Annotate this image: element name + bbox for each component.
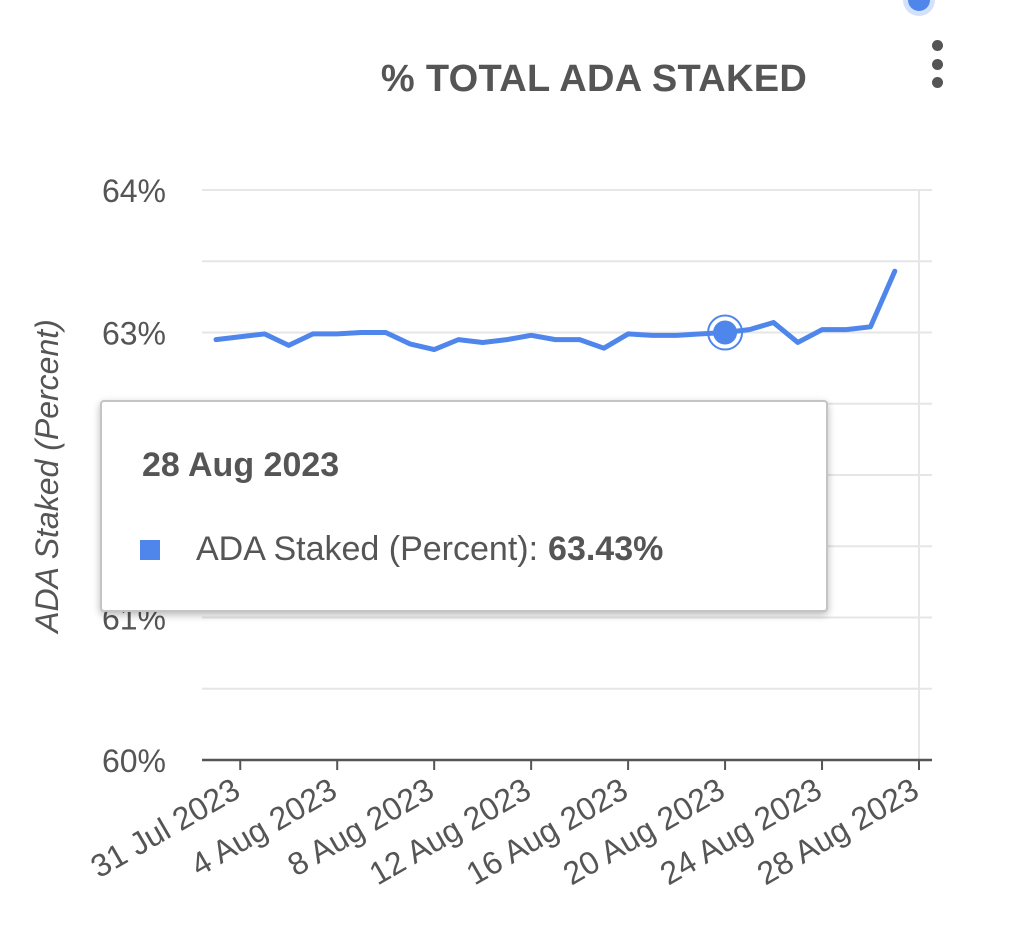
more-vert-icon-dot [931, 58, 943, 70]
series-line-ada-staked [213, 268, 898, 353]
focused-point [908, 0, 930, 11]
y-tick-label: 60% [102, 743, 166, 779]
more-vert-icon-dot [931, 77, 943, 88]
highlighted-point-ring [707, 314, 744, 351]
tooltip-series-row: ADA Staked (Percent): 63.43% [140, 530, 663, 569]
y-axis-title: ADA Staked (Percent) [29, 319, 65, 635]
y-tick-label: 63% [102, 316, 166, 352]
highlighted-point [713, 320, 738, 345]
tooltip-series-label: ADA Staked (Percent): [196, 530, 539, 568]
tooltip-date: 28 Aug 2023 [142, 446, 340, 484]
y-tick-label: 64% [102, 173, 166, 209]
chart-tooltip: 28 Aug 2023 ADA Staked (Percent): 63.43% [100, 400, 828, 612]
chart-title: % TOTAL ADA STAKED [380, 58, 808, 100]
more-vert-icon [931, 40, 943, 51]
tooltip-value: 63.43% [548, 530, 664, 568]
more-options-button[interactable] [918, 36, 956, 92]
series-color-swatch [140, 539, 160, 560]
